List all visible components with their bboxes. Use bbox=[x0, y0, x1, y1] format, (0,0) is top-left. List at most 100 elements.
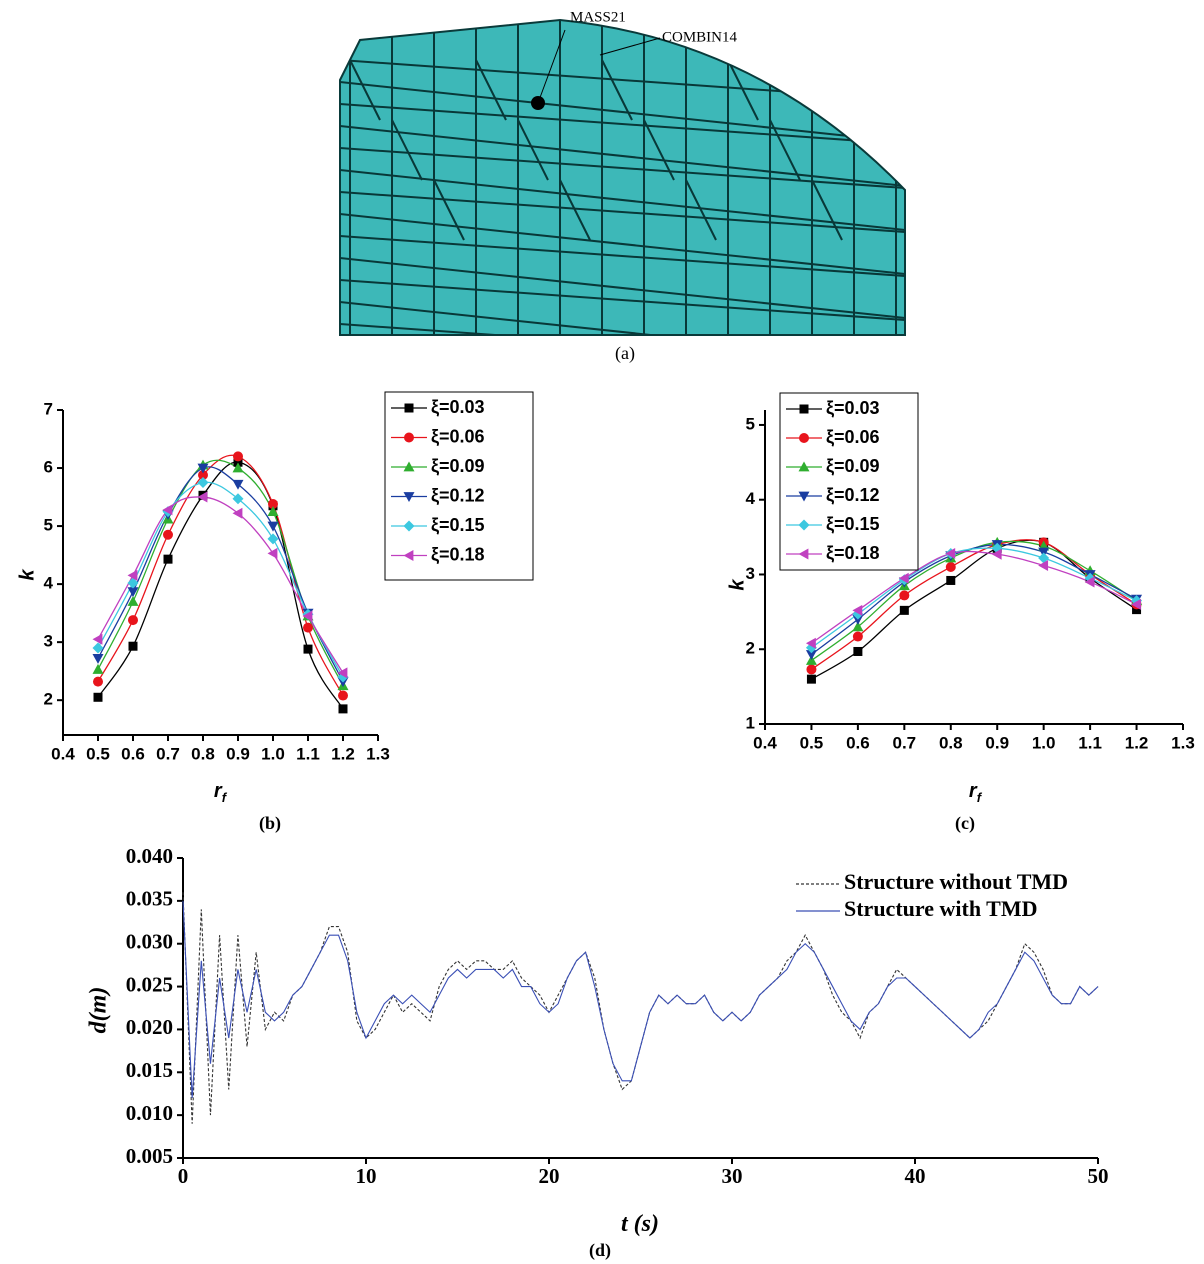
x-tick-label: 0.6 bbox=[121, 744, 145, 763]
legend-label: ξ=0.09 bbox=[431, 456, 485, 477]
y-tick-label: 2 bbox=[746, 639, 755, 658]
x-tick-label: 0.4 bbox=[51, 744, 75, 763]
x-tick-label: 0.8 bbox=[939, 733, 963, 752]
y-tick-label: 0.040 bbox=[126, 844, 173, 868]
x-tick-label: 0 bbox=[178, 1164, 189, 1188]
caption: (d) bbox=[589, 1240, 611, 1261]
y-axis-label: k bbox=[16, 569, 38, 581]
chart: 010203040500.0050.0100.0150.0200.0250.03… bbox=[86, 844, 1109, 1261]
y-tick-label: 5 bbox=[746, 414, 755, 433]
annotation: MASS21 bbox=[570, 9, 626, 25]
caption: (c) bbox=[955, 813, 975, 834]
x-tick-label: 0.7 bbox=[156, 744, 180, 763]
legend-label: ξ=0.12 bbox=[431, 485, 485, 506]
y-tick-label: 0.005 bbox=[126, 1144, 173, 1168]
x-tick-label: 0.8 bbox=[191, 744, 215, 763]
y-axis-label: k bbox=[726, 579, 748, 591]
x-tick-label: 10 bbox=[356, 1164, 377, 1188]
marker bbox=[807, 675, 816, 684]
y-axis-label: d(m) bbox=[86, 987, 112, 1034]
truss-member bbox=[896, 120, 926, 180]
x-tick-label: 0.6 bbox=[846, 733, 870, 752]
chart: 0.4 0.5 0.6 0.7 0.8 0.9 1.0 1.1 1.2 1.3 2 3 4 5 6 7 rf k (… bbox=[16, 392, 533, 834]
marker bbox=[268, 522, 279, 532]
x-tick-label: 0.9 bbox=[226, 744, 250, 763]
series-line bbox=[183, 901, 1098, 1098]
y-tick-label: 0.035 bbox=[126, 887, 173, 911]
y-tick-label: 0.030 bbox=[126, 930, 173, 954]
y-tick-label: 7 bbox=[44, 399, 53, 418]
x-tick-label: 0.7 bbox=[893, 733, 917, 752]
x-axis-label: rf bbox=[214, 780, 228, 805]
marker bbox=[338, 691, 348, 701]
marker bbox=[128, 615, 138, 625]
marker bbox=[339, 704, 348, 713]
y-tick-label: 2 bbox=[44, 690, 53, 709]
legend-label: ξ=0.18 bbox=[826, 543, 880, 564]
marker bbox=[853, 647, 862, 656]
marker bbox=[303, 623, 313, 633]
marker bbox=[268, 548, 278, 559]
x-tick-label: 30 bbox=[722, 1164, 743, 1188]
x-tick-label: 1.0 bbox=[261, 744, 285, 763]
marker bbox=[800, 405, 809, 414]
y-tick-label: 3 bbox=[44, 632, 53, 651]
marker bbox=[946, 576, 955, 585]
annotation: COMBIN14 bbox=[662, 29, 738, 45]
marker bbox=[899, 590, 909, 600]
marker bbox=[404, 433, 414, 443]
y-tick-label: 0.020 bbox=[126, 1015, 173, 1039]
x-tick-label: 1.2 bbox=[331, 744, 355, 763]
legend-label: Structure without TMD bbox=[844, 869, 1068, 894]
legend-label: Structure with TMD bbox=[844, 896, 1038, 921]
x-tick-label: 1.1 bbox=[296, 744, 320, 763]
x-axis-label-sub: f bbox=[977, 790, 983, 805]
x-axis-label-sub: f bbox=[222, 790, 228, 805]
legend-label: ξ=0.03 bbox=[431, 397, 485, 418]
y-tick-label: 0.025 bbox=[126, 972, 173, 996]
marker bbox=[806, 664, 816, 674]
y-tick-label: 1 bbox=[746, 713, 755, 732]
legend-label: ξ=0.15 bbox=[431, 515, 485, 536]
marker bbox=[233, 451, 243, 461]
x-axis-label: rf bbox=[969, 780, 983, 805]
marker bbox=[94, 693, 103, 702]
caption: (b) bbox=[259, 813, 281, 834]
x-tick-label: 1.3 bbox=[366, 744, 390, 763]
marker bbox=[128, 596, 139, 606]
y-tick-label: 4 bbox=[746, 489, 756, 508]
truss-member bbox=[854, 60, 884, 120]
x-tick-label: 40 bbox=[905, 1164, 926, 1188]
legend-label: ξ=0.03 bbox=[826, 398, 880, 419]
marker bbox=[304, 645, 313, 654]
legend-label: ξ=0.12 bbox=[826, 485, 880, 506]
y-tick-label: 5 bbox=[44, 516, 53, 535]
chart: 0.40.50.60.70.80.91.01.11.21.312345rfk(c… bbox=[726, 393, 1195, 834]
series-line bbox=[183, 892, 1098, 1123]
x-tick-label: 1.2 bbox=[1125, 733, 1149, 752]
legend-label: ξ=0.09 bbox=[826, 456, 880, 477]
caption: (a) bbox=[615, 343, 635, 364]
x-tick-label: 0.4 bbox=[753, 733, 777, 752]
x-tick-label: 0.5 bbox=[86, 744, 110, 763]
figure: MASS21 COMBIN14 (a) 0.4 0.5 0.6 0.7 0.8 0.9 1.… bbox=[0, 0, 1204, 1264]
x-axis-label-main: t (s) bbox=[621, 1211, 659, 1237]
x-tick-label: 1.1 bbox=[1078, 733, 1102, 752]
y-tick-label: 0.010 bbox=[126, 1101, 173, 1125]
x-tick-label: 1.3 bbox=[1171, 733, 1195, 752]
legend-label: ξ=0.06 bbox=[826, 427, 880, 448]
y-tick-label: 0.015 bbox=[126, 1058, 173, 1082]
marker bbox=[129, 642, 138, 651]
legend-label: ξ=0.06 bbox=[431, 426, 485, 447]
page: {"figure_a": {"labels": ["MASS21", "COMB… bbox=[0, 0, 1204, 1264]
legend-label: ξ=0.18 bbox=[431, 544, 485, 565]
marker bbox=[93, 664, 104, 674]
marker bbox=[853, 632, 863, 642]
y-tick-label: 6 bbox=[44, 458, 53, 477]
marker bbox=[164, 555, 173, 564]
marker bbox=[900, 606, 909, 615]
marker bbox=[93, 677, 103, 687]
x-tick-label: 1.0 bbox=[1032, 733, 1056, 752]
y-tick-label: 4 bbox=[44, 574, 54, 593]
marker bbox=[163, 530, 173, 540]
